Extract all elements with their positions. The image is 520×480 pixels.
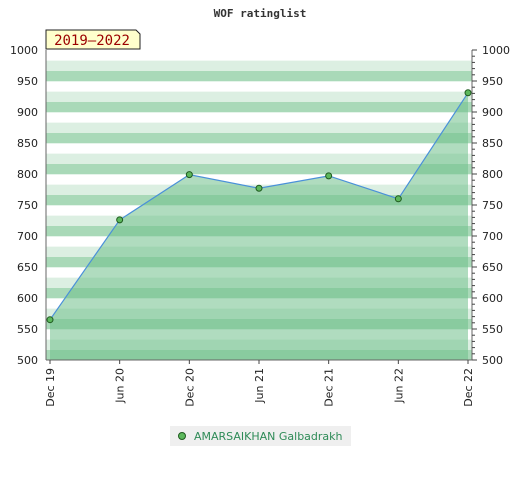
- y-tick-label-right: 900: [482, 106, 503, 119]
- y-tick-label-left: 650: [17, 261, 38, 274]
- x-tick-label: Dec 21: [323, 368, 336, 407]
- y-tick-label-left: 500: [17, 354, 38, 367]
- band-stripe: [46, 81, 472, 92]
- legend: AMARSAIKHAN Galbadrakh: [170, 426, 351, 446]
- data-point: [46, 316, 54, 324]
- y-tick-label-left: 950: [17, 75, 38, 88]
- y-tick-label-right: 800: [482, 168, 503, 181]
- band-stripe: [46, 101, 472, 113]
- y-tick-label-left: 700: [17, 230, 38, 243]
- y-tick-label-left: 550: [17, 323, 38, 336]
- y-tick-label-left: 850: [17, 137, 38, 150]
- y-tick-label-left: 800: [17, 168, 38, 181]
- x-tick-label: Jun 22: [392, 368, 405, 404]
- data-point: [325, 172, 333, 180]
- x-tick-label: Dec 19: [44, 368, 57, 407]
- data-point: [464, 89, 472, 97]
- y-axis-right: 500 550 600 650 700 750 800 850 900 950 1000: [471, 44, 510, 367]
- band-stripe: [46, 60, 472, 71]
- y-tick-label-right: 750: [482, 199, 503, 212]
- band-stripe: [46, 132, 472, 144]
- band-stripe: [46, 91, 472, 102]
- data-point: [116, 216, 124, 224]
- period-badge-shape: [45, 29, 141, 50]
- chart-title: WOF ratinglist: [214, 7, 307, 20]
- band-stripe: [46, 112, 472, 123]
- y-tick-label-right: 500: [482, 354, 503, 367]
- band-stripe: [46, 122, 472, 133]
- period-badge-label: 2019–2022: [54, 33, 130, 49]
- band-stripe: [46, 50, 472, 61]
- x-tick-label: Dec 22: [462, 368, 475, 407]
- series-area: [50, 92, 468, 360]
- band-stripe: [46, 153, 472, 164]
- band-stripe: [46, 163, 472, 175]
- x-tick-label: Jun 21: [253, 368, 266, 404]
- legend-marker-icon: [178, 432, 186, 440]
- band-stripe: [46, 70, 472, 82]
- x-axis: Dec 19 Jun 20 Dec 20 Jun 21 Dec 21 Jun 22 Dec …: [44, 359, 475, 407]
- y-axis-left: 500 550 600 650 700 750 800 850 900 950 1000: [10, 44, 47, 367]
- area-layer: [50, 92, 468, 360]
- band-stripe: [46, 174, 472, 185]
- y-tick-label-right: 850: [482, 137, 503, 150]
- y-tick-label-left: 750: [17, 199, 38, 212]
- x-tick-label: Dec 20: [183, 368, 196, 407]
- x-tick-label: Jun 20: [114, 368, 127, 404]
- y-tick-label-left: 1000: [10, 44, 38, 57]
- y-tick-label-right: 700: [482, 230, 503, 243]
- legend-label: AMARSAIKHAN Galbadrakh: [194, 429, 343, 443]
- y-tick-label-right: 950: [482, 75, 503, 88]
- y-tick-label-left: 900: [17, 106, 38, 119]
- band-stripe: [46, 143, 472, 154]
- y-tick-label-right: 1000: [482, 44, 510, 57]
- data-point: [394, 195, 402, 203]
- data-point: [185, 171, 193, 179]
- period-badge: 2019–2022: [45, 29, 141, 50]
- y-tick-label-left: 600: [17, 292, 38, 305]
- markers-layer: [46, 89, 472, 324]
- y-tick-label-right: 550: [482, 323, 503, 336]
- data-point: [255, 184, 263, 192]
- y-tick-label-right: 650: [482, 261, 503, 274]
- y-tick-label-right: 600: [482, 292, 503, 305]
